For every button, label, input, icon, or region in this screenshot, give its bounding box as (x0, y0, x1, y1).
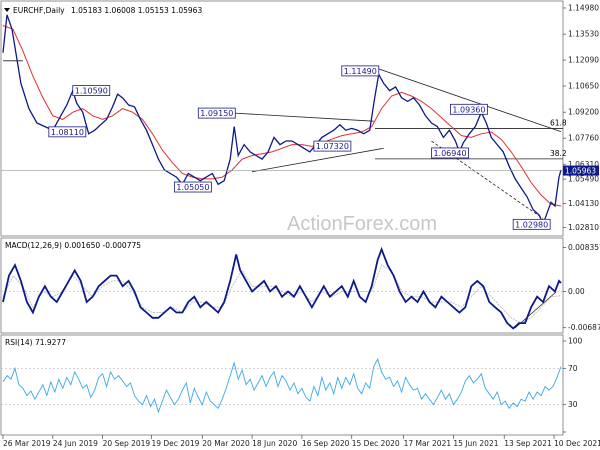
x-tick-label: 17 Mar 2021 (404, 439, 452, 448)
x-tick-label: 10 Dec 2021 (554, 439, 600, 448)
x-tick-label: 24 Jun 2019 (53, 439, 98, 448)
rsi-panel (0, 334, 564, 436)
level-label-text: 1.05050 (176, 183, 209, 192)
x-tick-label: 26 Mar 2019 (3, 439, 51, 448)
level-label-box (313, 140, 352, 152)
price-y-tick-label: 1.09200 (568, 108, 599, 117)
level-label: 1.06940 (431, 147, 469, 159)
rsi-title: RSI(14) 71.9277 (5, 338, 66, 347)
fib-level-label: 38.2 (550, 149, 567, 158)
level-label-box (449, 103, 488, 115)
level-label: 1.10590 (72, 85, 111, 96)
x-axis: 26 Mar 2019 24 Jun 2019 20 Sep 2019 19 Dec … (2, 435, 600, 448)
rsi-y-axis: 100 70 30 (1, 337, 583, 433)
price-title: EURCHF,Daily (13, 6, 65, 15)
level-label-text: 1.06940 (433, 149, 466, 158)
macd-y-tick-label: 0.00 (568, 287, 585, 296)
level-label-text: 1.09360 (452, 105, 485, 114)
macd-trendline (514, 291, 557, 329)
level-label-box (72, 85, 111, 96)
trendline (378, 68, 562, 133)
price-y-tick-label: 1.07760 (568, 134, 599, 143)
price-y-tick-label: 1.12090 (568, 56, 599, 65)
level-label-text: 1.11490 (344, 67, 377, 76)
rsi-y-tick-label: 100 (568, 337, 583, 346)
macd-title: MACD(12,26,9) 0.001650 -0.000775 (5, 241, 141, 250)
level-label-text: 1.10590 (75, 87, 108, 96)
x-tick-label: 19 Dec 2019 (151, 439, 199, 448)
level-label-text: 1.09150 (200, 109, 233, 118)
level-label-text: 1.08110 (51, 128, 84, 137)
x-tick-label: 18 Jun 2020 (252, 439, 297, 448)
price-y-tick-label: 1.02810 (568, 223, 599, 232)
price-panel (0, 0, 564, 237)
level-label: 1.09150 (197, 107, 236, 119)
x-tick-label: 13 Sep 2021 (504, 439, 552, 448)
fibonacci-levels: 61.8 38.2 (375, 118, 567, 160)
level-label-text: 1.02980 (515, 220, 548, 229)
rsi-y-tick-label: 70 (568, 364, 578, 373)
rsi-y-tick-label: 30 (568, 400, 578, 409)
macd-y-tick-label: 0.008357 (568, 243, 600, 252)
level-label: 1.08110 (48, 126, 87, 138)
macd-line (2, 246, 562, 330)
level-label-box (197, 107, 236, 119)
level-label: 1.05050 (173, 181, 212, 193)
level-label-box (431, 147, 469, 159)
level-label-box (341, 65, 380, 77)
level-labels: 1.10590 1.08110 1.05050 1.09150 1.07320 1.114… (48, 65, 551, 230)
level-label-box (173, 181, 212, 193)
macd-y-tick-label: -0.006878 (568, 323, 600, 332)
triangle-down-icon (4, 8, 10, 12)
price-y-tick-label: 1.10650 (568, 82, 599, 91)
level-label: 1.07320 (313, 140, 352, 152)
price-y-tick-label: 1.04130 (568, 199, 599, 208)
macd-panel (0, 237, 564, 334)
x-tick-label: 20 Mar 2020 (202, 439, 250, 448)
level-label-box (512, 218, 551, 230)
x-tick-label: 15 Jun 2021 (453, 439, 498, 448)
price-y-axis: 1.14980 1.13530 1.12090 1.10650 1.09200 1.077… (563, 3, 599, 232)
price-y-tick-label: 1.06310 (568, 160, 599, 169)
price-ohlc: 1.05183 1.06008 1.05153 1.05963 (71, 6, 202, 15)
x-tick-label: 15 Dec 2020 (352, 439, 400, 448)
last-price-label: 1.05963 (565, 167, 596, 176)
last-price-box (563, 165, 599, 176)
level-label-box (48, 126, 87, 138)
trendline (234, 112, 374, 122)
watermark: ActionForex.com (287, 213, 437, 235)
level-label: 1.11490 (341, 65, 380, 77)
rsi-line (2, 358, 562, 414)
x-tick-label: 16 Sep 2020 (302, 439, 350, 448)
trendline (252, 147, 384, 173)
level-label: 1.09360 (449, 103, 488, 115)
fib-level-label: 61.8 (550, 118, 567, 127)
last-price-marker: 1.05963 (1, 165, 599, 176)
price-y-tick-label: 1.14980 (568, 3, 599, 12)
level-label-text: 1.07320 (316, 142, 349, 151)
level-label: 1.02980 (512, 218, 551, 230)
price-y-tick-label: 1.13530 (568, 30, 599, 39)
price-y-tick-label: 1.05490 (568, 175, 599, 184)
x-tick-label: 20 Sep 2019 (103, 439, 151, 448)
